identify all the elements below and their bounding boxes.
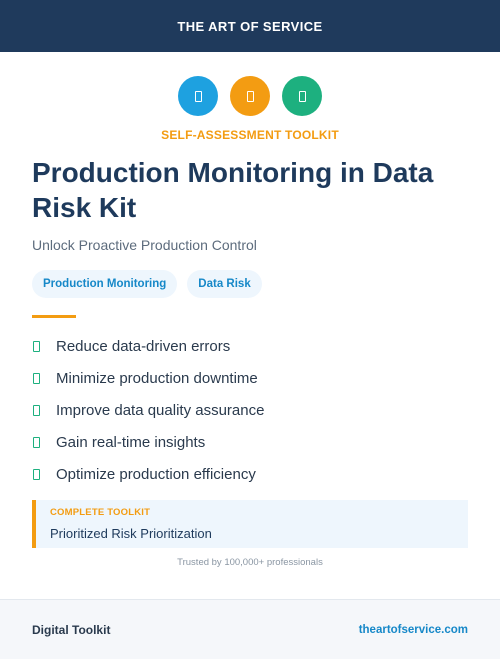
square-icon bbox=[246, 90, 254, 102]
checkbox-icon bbox=[33, 468, 40, 480]
green-circle-badge bbox=[282, 76, 322, 116]
orange-circle-badge bbox=[230, 76, 270, 116]
website-link[interactable]: theartofservice.com bbox=[358, 623, 468, 636]
list-item: Optimize production efficiency bbox=[32, 458, 264, 490]
checkbox-icon bbox=[33, 340, 40, 352]
square-icon bbox=[194, 90, 202, 102]
list-item: Minimize production downtime bbox=[32, 362, 264, 394]
benefit-text: Improve data quality assurance bbox=[56, 401, 265, 419]
tag-production-monitoring[interactable]: Production Monitoring bbox=[32, 270, 178, 298]
square-icon bbox=[298, 90, 306, 102]
accent-divider bbox=[32, 315, 76, 318]
icon-row bbox=[0, 76, 500, 116]
list-item: Improve data quality assurance bbox=[32, 394, 264, 426]
kicker-label: SELF-ASSESSMENT TOOLKIT bbox=[161, 128, 339, 142]
benefit-list: Reduce data-driven errors Minimize produ… bbox=[32, 330, 264, 490]
list-item: Reduce data-driven errors bbox=[32, 330, 264, 362]
footer: Digital Toolkit theartofservice.com bbox=[0, 599, 500, 659]
list-item: Gain real-time insights bbox=[32, 426, 264, 458]
page-title: Production Monitoring in Data Risk Kit bbox=[32, 157, 434, 223]
tag-data-risk[interactable]: Data Risk bbox=[187, 270, 262, 298]
callout-text: Prioritized Risk Prioritization bbox=[50, 526, 212, 541]
checkbox-icon bbox=[33, 372, 40, 384]
callout-label: COMPLETE TOOLKIT bbox=[50, 507, 151, 518]
footer-label: Digital Toolkit bbox=[32, 622, 111, 637]
benefit-text: Minimize production downtime bbox=[56, 369, 258, 387]
benefit-text: Optimize production efficiency bbox=[56, 465, 256, 483]
benefit-text: Reduce data-driven errors bbox=[56, 337, 231, 355]
checkbox-icon bbox=[33, 436, 40, 448]
blue-circle-badge bbox=[178, 76, 218, 116]
toolkit-callout: COMPLETE TOOLKIT Prioritized Risk Priori… bbox=[32, 500, 468, 548]
checkbox-icon bbox=[33, 404, 40, 416]
brand-name: THE ART OF SERVICE bbox=[177, 18, 323, 34]
benefit-text: Gain real-time insights bbox=[56, 433, 206, 451]
trust-note: Trusted by 100,000+ professionals bbox=[177, 557, 323, 568]
subtitle: Unlock Proactive Production Control bbox=[32, 237, 257, 253]
tag-list: Production Monitoring Data Risk bbox=[32, 270, 262, 298]
top-banner: THE ART OF SERVICE bbox=[0, 0, 500, 52]
